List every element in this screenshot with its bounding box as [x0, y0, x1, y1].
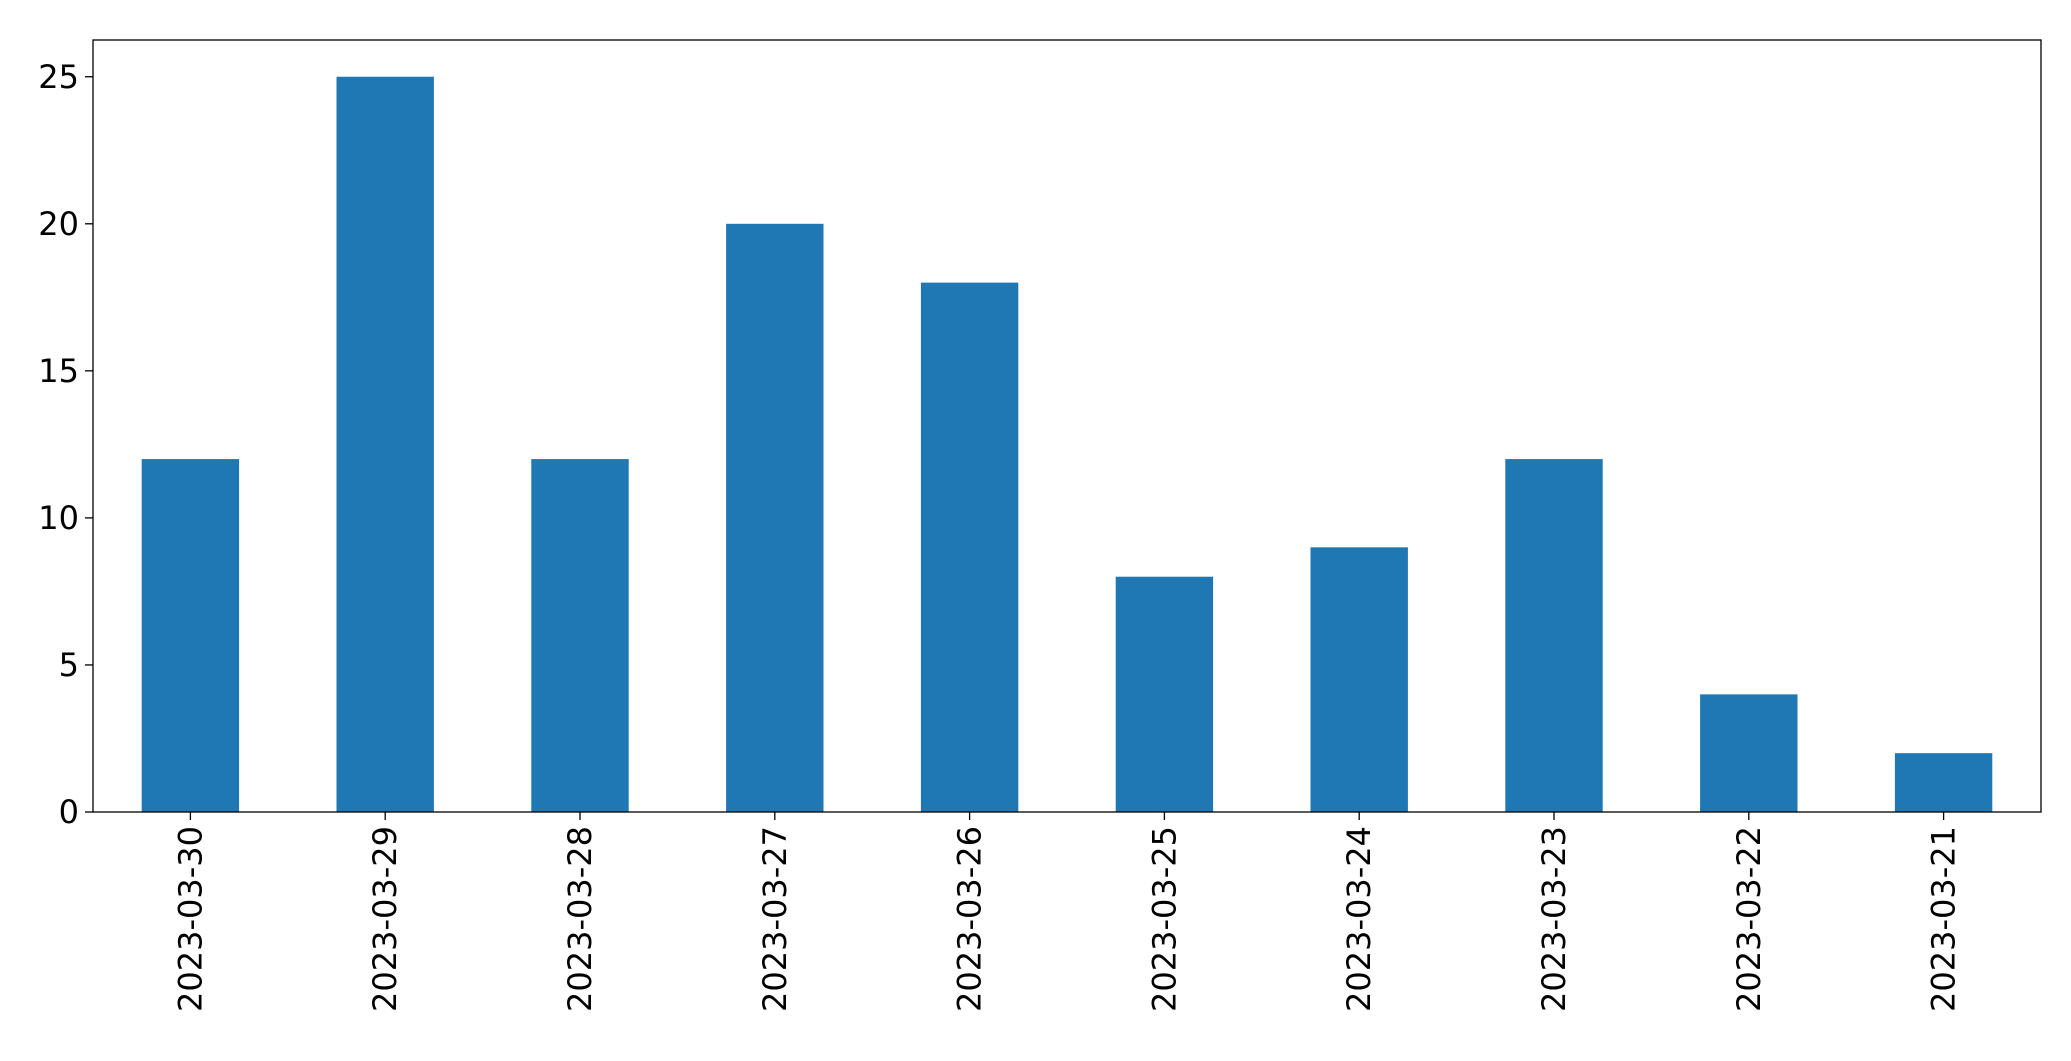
bar [531, 459, 629, 812]
bar [1700, 694, 1798, 812]
x-tick-label: 2023-03-23 [1535, 826, 1573, 1012]
y-tick-label: 5 [59, 646, 79, 684]
x-tick-label: 2023-03-25 [1145, 826, 1183, 1012]
x-tick-label: 2023-03-28 [561, 826, 599, 1012]
bar [1505, 459, 1603, 812]
bar [336, 76, 434, 812]
bar [1894, 753, 1993, 812]
bar [920, 282, 1019, 813]
y-tick-label: 20 [38, 205, 79, 243]
bar [1310, 547, 1408, 812]
y-tick-label: 10 [38, 499, 79, 537]
x-tick-label: 2023-03-30 [171, 826, 209, 1012]
x-tick-label: 2023-03-22 [1730, 826, 1768, 1012]
x-tick-label: 2023-03-27 [756, 826, 794, 1012]
y-tick-label: 25 [38, 58, 79, 96]
x-tick-label: 2023-03-24 [1340, 826, 1378, 1012]
x-tick-label: 2023-03-21 [1925, 826, 1963, 1012]
y-tick-label: 0 [59, 793, 79, 831]
x-tick-label: 2023-03-26 [951, 826, 989, 1012]
x-tick-label: 2023-03-29 [366, 826, 404, 1012]
y-tick-label: 15 [38, 352, 79, 390]
plot-frame [92, 39, 2042, 813]
bar [726, 223, 824, 813]
bar [141, 459, 240, 812]
bar [1115, 576, 1214, 812]
